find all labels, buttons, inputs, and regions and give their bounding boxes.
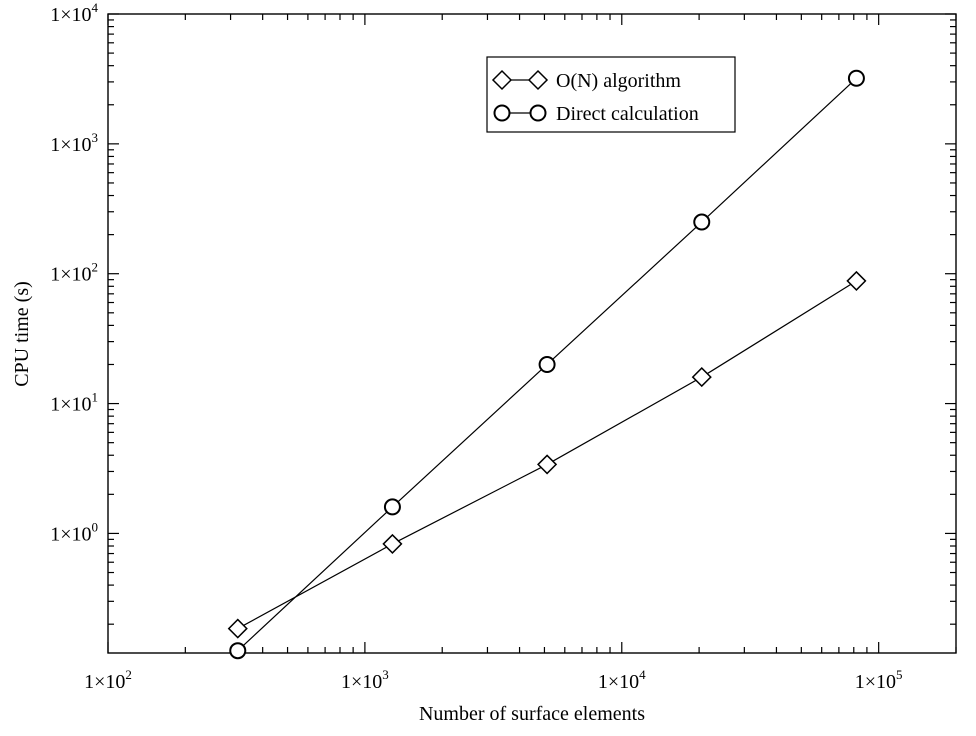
- x-tick-label: 1×105: [855, 667, 903, 693]
- series-circle: [229, 69, 865, 660]
- legend-diamond-marker: [491, 69, 513, 91]
- y-tick-label: 1×103: [50, 130, 98, 156]
- legend-label: O(N) algorithm: [556, 70, 681, 92]
- legend-entry: Direct calculation: [493, 103, 699, 125]
- circle-data-point: [229, 642, 247, 660]
- tick-labels: 1×102 1×103 1×104 1×105 1×100 1×101 1×102 1×103…: [50, 0, 902, 693]
- legend-box: [486, 56, 736, 133]
- series-diamond: [227, 270, 867, 639]
- x-tick-label: 1×102: [84, 667, 132, 693]
- axis-ticks: [107, 13, 957, 653]
- legend-diamond-marker: [527, 69, 549, 91]
- diamond-data-point: [382, 533, 403, 554]
- legend-circle-marker: [493, 104, 511, 122]
- y-tick-label: 1×102: [50, 260, 98, 286]
- circle-data-point: [383, 498, 401, 516]
- y-tick-label: 1×104: [50, 0, 98, 26]
- circle-data-point: [847, 69, 865, 87]
- circle-data-point: [693, 213, 711, 231]
- legend-label: Direct calculation: [556, 103, 699, 125]
- diamond-data-point: [691, 367, 712, 388]
- diamond-data-point: [846, 270, 867, 291]
- diamond-data-point: [537, 454, 558, 475]
- diamond-data-point: [227, 618, 248, 639]
- legend-items: O(N) algorithm Direct calculation: [491, 69, 699, 125]
- y-tick-label: 1×100: [50, 519, 98, 545]
- legend: O(N) algorithm Direct calculation: [486, 56, 736, 133]
- legend-circle-marker: [529, 104, 547, 122]
- series-layer: [227, 69, 867, 660]
- plot-frame: [107, 13, 957, 654]
- x-axis-title: Number of surface elements: [419, 703, 645, 725]
- x-tick-label: 1×104: [598, 667, 646, 693]
- circle-data-point: [538, 355, 556, 373]
- y-axis-title: CPU time (s): [11, 281, 33, 387]
- x-tick-label: 1×103: [341, 667, 389, 693]
- legend-entry: O(N) algorithm: [491, 69, 681, 92]
- y-tick-label: 1×101: [50, 390, 98, 416]
